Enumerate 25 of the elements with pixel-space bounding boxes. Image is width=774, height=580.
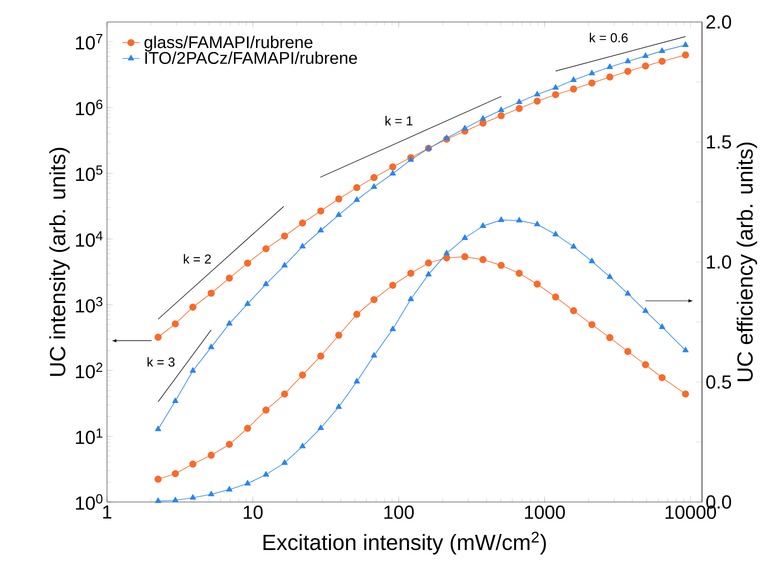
annotation: k = 2	[184, 254, 211, 264]
y-tick-label: 10$^{0}$	[76, 494, 102, 510]
annotation: k = 1	[386, 116, 412, 126]
y-tick-label: 10$^{5}$	[76, 166, 102, 182]
y2-tick-label: 0.5	[706, 375, 732, 389]
y-tick-label: 10$^{2}$	[76, 362, 102, 378]
y2-tick-label: 1.0	[706, 255, 732, 269]
x-tick-label: 1	[103, 506, 112, 519]
x-tick-label: 1000	[524, 506, 565, 519]
y-tick-label: 10$^{6}$	[76, 100, 102, 116]
x-tick-label: 100	[384, 506, 414, 519]
y2-axis-title: UC efficiency (arb. units)	[736, 142, 758, 382]
legend-label: ITO/2PACz/FAMAPI/rubrene	[145, 52, 358, 64]
annotation: k = 0.6	[590, 32, 628, 42]
x-axis-title: Excitation intensity (mW/cm$^{2}$)	[264, 532, 546, 554]
y2-tick-label: 2.0	[706, 15, 732, 29]
y-tick-label: 10$^{7}$	[76, 34, 102, 50]
y2-tick-label: 1.5	[706, 135, 732, 149]
annotation: k = 3	[148, 357, 175, 367]
y-tick-label: 10$^{1}$	[76, 428, 102, 444]
x-tick-label: 10	[244, 506, 263, 519]
legend-label: glass/FAMAPI/rubrene	[144, 36, 312, 52]
y-tick-label: 10$^{3}$	[76, 296, 102, 313]
y-tick-label: 10$^{4}$	[76, 231, 103, 247]
y-axis-title: UC intensity (arb. units)	[49, 148, 70, 376]
